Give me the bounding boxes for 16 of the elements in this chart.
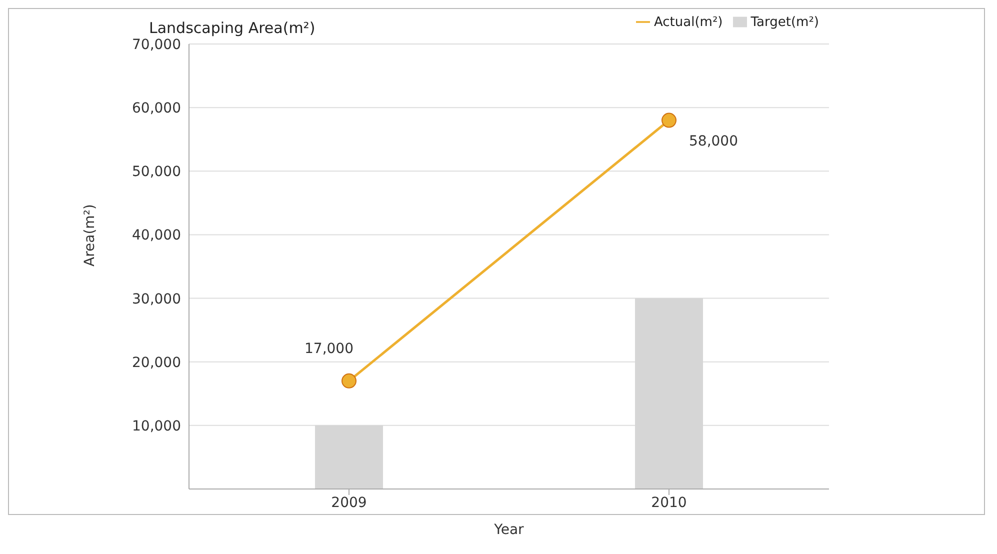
y-axis-title: Area(m²)	[82, 204, 98, 266]
data-label: 17,000	[304, 340, 354, 357]
x-tick-label: 2010	[651, 494, 687, 511]
y-tick-label: 40,000	[132, 228, 181, 244]
data-label: 58,000	[689, 133, 738, 150]
y-tick-label: 20,000	[132, 354, 181, 371]
chart-title: Landscaping Area(m²)	[149, 19, 316, 37]
x-axis-title: Year	[493, 522, 524, 538]
legend-label: Target(m²)	[750, 15, 819, 30]
legend-label: Actual(m²)	[654, 15, 723, 30]
y-tick-label: 60,000	[132, 100, 181, 117]
y-tick-label: 70,000	[132, 36, 181, 53]
y-tick-label: 30,000	[132, 291, 181, 308]
y-tick-label: 10,000	[132, 418, 181, 434]
y-tick-label: 50,000	[132, 164, 181, 180]
x-tick-label: 2009	[331, 494, 367, 511]
